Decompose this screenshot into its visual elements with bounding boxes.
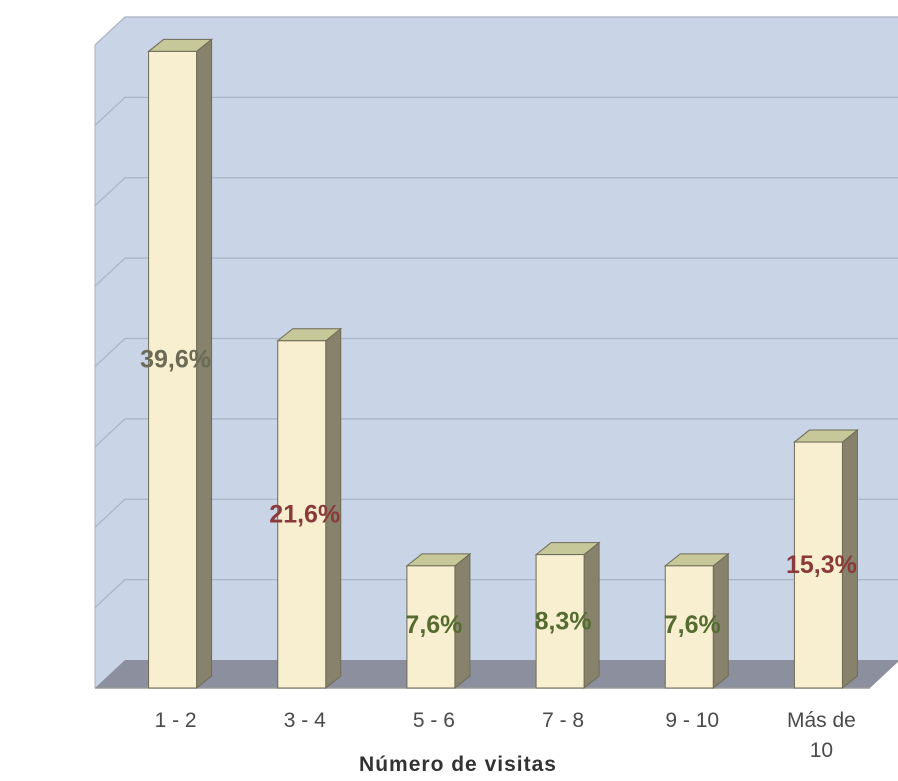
gridline — [94, 337, 898, 367]
bar — [147, 38, 214, 690]
bar — [663, 552, 730, 690]
bar-front — [277, 340, 327, 689]
x-tick-label: 7 - 8 — [542, 709, 584, 732]
data-label: 39,6% — [140, 346, 211, 374]
data-label: 21,6% — [269, 500, 340, 528]
data-label: 8,3% — [535, 607, 592, 635]
gridline — [94, 177, 898, 207]
bar-front — [406, 565, 456, 689]
x-tick-label: 1 - 2 — [155, 709, 197, 732]
bar-front — [664, 565, 714, 689]
back-wall — [95, 17, 898, 688]
floor — [95, 660, 898, 688]
gridline — [94, 96, 898, 126]
gridline — [94, 579, 898, 609]
bar-front — [535, 554, 585, 689]
x-tick-label: 5 - 6 — [413, 709, 455, 732]
bar — [276, 327, 343, 690]
x-tick-label: 9 - 10 — [665, 709, 719, 732]
x-tick-labels-group: 1 - 2 3 - 4 5 - 6 7 - 8 9 - 10 Más de 10 — [155, 709, 856, 762]
gridline — [94, 418, 898, 448]
bars-group — [147, 38, 859, 690]
gridline — [94, 16, 898, 46]
x-tick-label: 3 - 4 — [284, 709, 326, 732]
gridline — [94, 257, 898, 287]
gridline — [94, 498, 898, 528]
bar — [792, 429, 859, 690]
data-label: 15,3% — [786, 551, 857, 579]
data-label: 7,6% — [405, 611, 462, 639]
bar — [534, 541, 601, 690]
bar-front — [148, 50, 198, 689]
x-axis-label: Número de visitas — [359, 753, 557, 776]
bar — [405, 552, 472, 690]
bar-front — [793, 441, 843, 689]
x-tick-label: Más de 10 — [787, 709, 856, 762]
data-label: 7,6% — [664, 611, 721, 639]
data-labels-group: 39,6% 21,6% 7,6% 8,3% 7,6% 15,3% — [140, 346, 857, 639]
plot-walls — [94, 16, 898, 689]
